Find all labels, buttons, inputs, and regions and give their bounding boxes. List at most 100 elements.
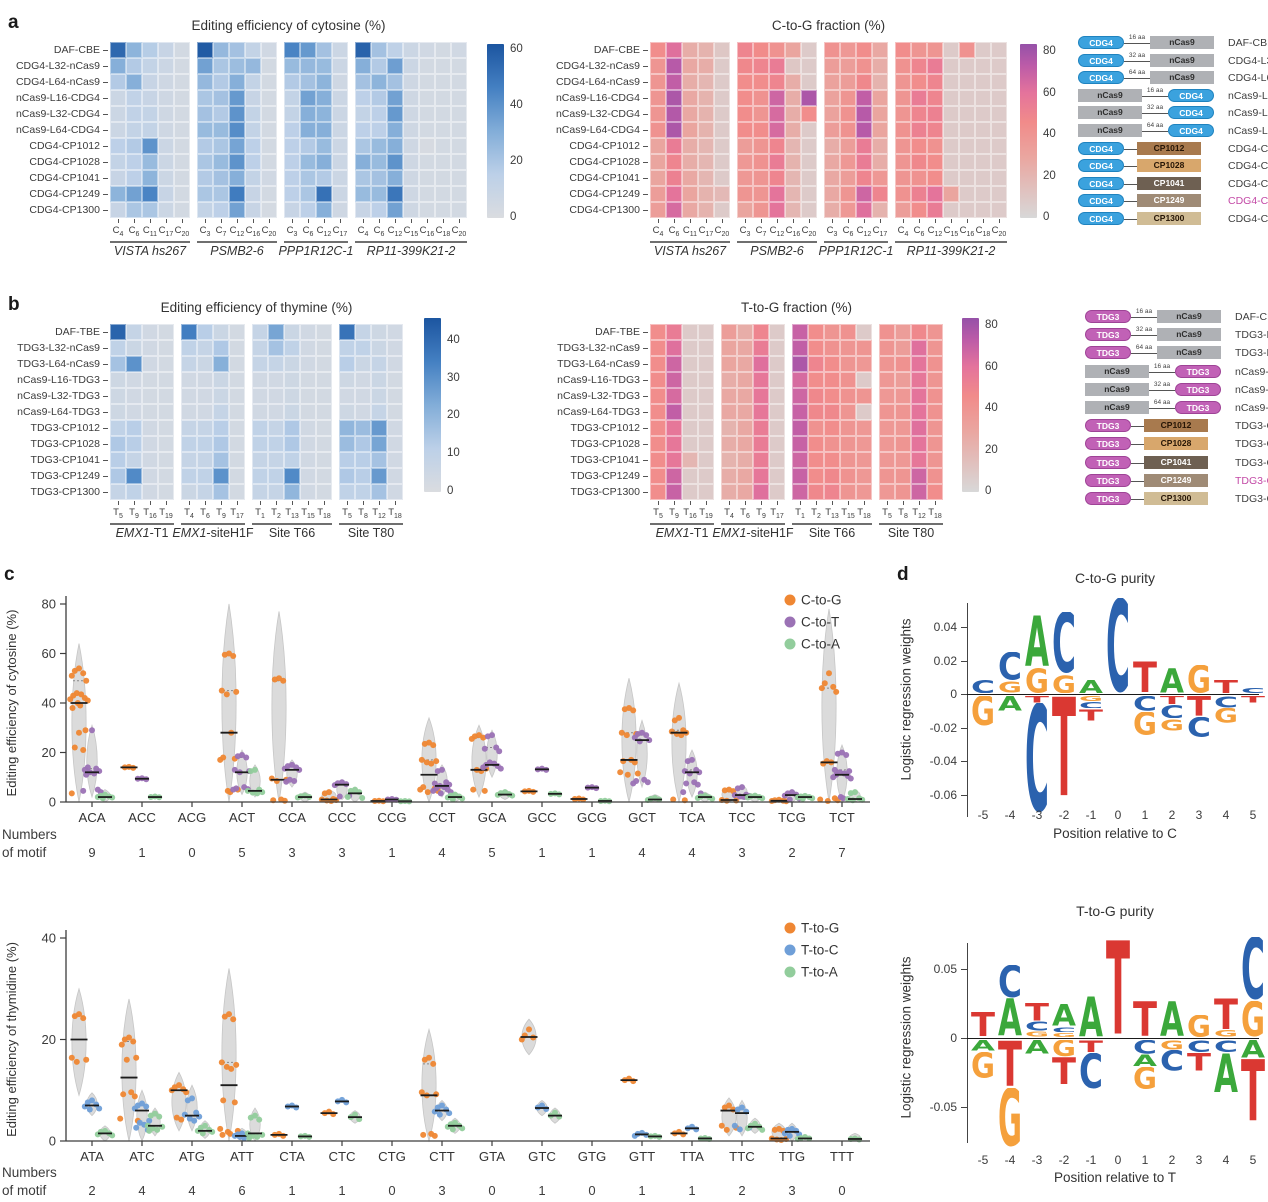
heatmap-column-label: C12 bbox=[923, 225, 947, 238]
data-point bbox=[244, 1130, 251, 1137]
figure-element bbox=[745, 501, 746, 505]
column-label-base: C bbox=[302, 225, 310, 236]
heatmap-column-label: T13 bbox=[280, 507, 304, 520]
heatmap-cell bbox=[451, 74, 467, 90]
heatmap-cell bbox=[737, 388, 753, 404]
heatmap-cell bbox=[268, 452, 284, 468]
figure-element bbox=[269, 219, 270, 223]
heatmap-cell bbox=[142, 90, 158, 106]
heatmap-cell bbox=[872, 138, 888, 154]
motif-count: 5 bbox=[488, 845, 495, 860]
heatmap-cell bbox=[911, 42, 927, 58]
heatmap-cell bbox=[666, 154, 682, 170]
heatmap-cell bbox=[895, 388, 911, 404]
data-point bbox=[84, 697, 91, 704]
heatmap-cell bbox=[721, 452, 737, 468]
heatmap-cell bbox=[174, 186, 190, 202]
heatmap-cell bbox=[769, 340, 785, 356]
column-label-subscript: 6 bbox=[745, 512, 750, 520]
heatmap-cell bbox=[753, 372, 769, 388]
construct-name: nCas9-L64-CDG4 bbox=[1228, 125, 1268, 137]
violin-shape bbox=[71, 987, 87, 1097]
heatmap-cell bbox=[451, 122, 467, 138]
figure-element bbox=[643, 114, 648, 115]
heatmap-cell bbox=[229, 324, 245, 340]
heatmap-column-label: T15 bbox=[296, 507, 320, 520]
column-label-subscript: 17 bbox=[339, 230, 348, 238]
heatmap-cell bbox=[261, 138, 277, 154]
figure-element bbox=[706, 501, 707, 505]
heatmap-cell bbox=[126, 58, 142, 74]
heatmap-cell bbox=[403, 170, 419, 186]
column-label-subscript: 12 bbox=[323, 230, 332, 238]
deaminase-pill: TDG3 bbox=[1175, 382, 1221, 396]
heatmap-cell bbox=[316, 372, 332, 388]
heatmap-column-label: C6 bbox=[662, 225, 686, 238]
figure-element bbox=[643, 66, 648, 67]
heatmap-cell bbox=[840, 58, 856, 74]
heatmap-cell bbox=[840, 202, 856, 218]
heatmap-cell bbox=[959, 106, 975, 122]
heatmap-cell bbox=[110, 340, 126, 356]
logo-letter-C: C bbox=[998, 965, 1022, 998]
heatmap-group-name: Site T80 bbox=[309, 526, 433, 540]
data-point bbox=[280, 1132, 287, 1139]
heatmap-cell bbox=[110, 138, 126, 154]
heatmap-cell bbox=[261, 74, 277, 90]
heatmap-cell bbox=[419, 138, 435, 154]
data-point bbox=[436, 1111, 443, 1118]
heatmap-cell bbox=[785, 106, 801, 122]
y-tick-label: 20 bbox=[42, 1032, 56, 1047]
heatmap-cell bbox=[142, 420, 158, 436]
heatmap-cell bbox=[666, 186, 682, 202]
heatmap-cell bbox=[808, 324, 824, 340]
heatmap-cell bbox=[451, 58, 467, 74]
linker bbox=[1124, 194, 1137, 207]
heatmap-cell bbox=[975, 58, 991, 74]
data-point bbox=[86, 1106, 93, 1113]
heatmap-cell bbox=[419, 202, 435, 218]
heatmap-column-label: C6 bbox=[122, 225, 146, 238]
heatmap-cell bbox=[158, 340, 174, 356]
heatmap-row-label: TDG3-CP1012 bbox=[570, 422, 640, 434]
heatmap-cell bbox=[245, 138, 261, 154]
heatmap-cell bbox=[181, 484, 197, 500]
heatmap-cell bbox=[197, 436, 213, 452]
motif-count: 1 bbox=[538, 1183, 545, 1198]
construct-name: CDG4-CP1300 bbox=[1228, 213, 1268, 225]
heatmap-cell bbox=[975, 42, 991, 58]
heatmap-cell bbox=[300, 202, 316, 218]
data-point bbox=[824, 798, 831, 805]
heatmap-cell bbox=[769, 436, 785, 452]
violin-shape bbox=[171, 1071, 187, 1132]
logo-letter-glyph: A bbox=[1133, 1054, 1157, 1066]
linker bbox=[1124, 159, 1137, 172]
heatmap-cell bbox=[666, 452, 682, 468]
construct-name: TDG3-CP1300 bbox=[1235, 493, 1268, 505]
heatmap-cell bbox=[824, 90, 840, 106]
heatmap-cell bbox=[229, 372, 245, 388]
motif-count: 3 bbox=[338, 845, 345, 860]
heatmap-cell bbox=[682, 420, 698, 436]
heatmap-cell bbox=[174, 122, 190, 138]
data-point bbox=[494, 791, 501, 798]
heatmap-cell bbox=[682, 452, 698, 468]
heatmap-row-label: CDG4-CP1249 bbox=[29, 188, 100, 200]
group-name-part: -T1 bbox=[689, 526, 709, 540]
logo-letter-G: G bbox=[1241, 1001, 1265, 1037]
figure-element bbox=[880, 219, 881, 223]
column-label-subscript: 20 bbox=[268, 230, 277, 238]
heatmap-cell bbox=[927, 186, 943, 202]
column-label-base: C bbox=[261, 225, 269, 236]
logo-letter-glyph: G bbox=[1052, 1040, 1076, 1057]
heatmap-cell bbox=[181, 340, 197, 356]
heatmap-cell bbox=[769, 468, 785, 484]
heatmap-cell bbox=[110, 436, 126, 452]
column-label-base: C bbox=[142, 225, 150, 236]
heatmap-column-label: T5 bbox=[106, 507, 130, 520]
heatmap-cell bbox=[769, 324, 785, 340]
data-point bbox=[131, 1093, 138, 1100]
heatmap-cell bbox=[387, 340, 403, 356]
heatmap-cell bbox=[284, 356, 300, 372]
